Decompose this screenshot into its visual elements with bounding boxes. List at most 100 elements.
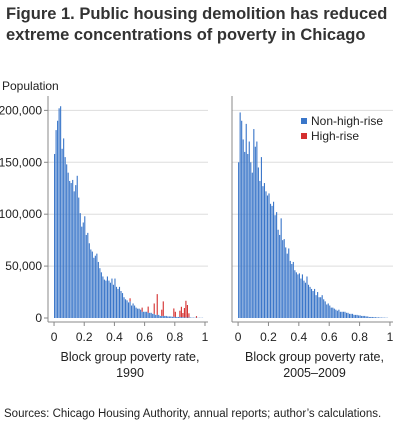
- bar-non-high-rise: [286, 253, 288, 318]
- bar-non-high-rise: [66, 164, 68, 318]
- bar-non-high-rise: [135, 307, 137, 318]
- bar-non-high-rise: [143, 311, 145, 318]
- bar-non-high-rise: [63, 138, 65, 318]
- figure-title: Figure 1. Public housing demolition has …: [6, 4, 416, 46]
- bar-non-high-rise: [149, 312, 151, 318]
- bar-non-high-rise: [106, 276, 108, 318]
- bar-non-high-rise: [362, 315, 364, 318]
- bar-high-rise: [185, 300, 187, 318]
- bar-non-high-rise: [314, 288, 316, 318]
- bar-non-high-rise: [144, 311, 146, 318]
- bar-non-high-rise: [265, 191, 267, 318]
- x-tick-label: 0.8: [166, 330, 183, 344]
- bar-high-rise: [156, 294, 158, 315]
- bar-non-high-rise: [364, 315, 366, 318]
- bar-non-high-rise: [239, 112, 241, 318]
- x-axis-title: Block group poverty rate,: [245, 350, 384, 364]
- bar-high-rise: [162, 301, 164, 316]
- bar-high-rise: [183, 308, 185, 318]
- bar-high-rise: [141, 307, 143, 312]
- x-tick-label: 0.2: [260, 330, 277, 344]
- bar-non-high-rise: [177, 316, 179, 318]
- bar-non-high-rise: [298, 273, 300, 318]
- bar-non-high-rise: [111, 278, 113, 318]
- bar-non-high-rise: [150, 312, 152, 318]
- bar-non-high-rise: [164, 315, 166, 318]
- bar-non-high-rise: [269, 203, 272, 318]
- legend-label: Non-high-rise: [311, 114, 383, 128]
- bar-non-high-rise: [348, 313, 351, 318]
- bar-non-high-rise: [97, 261, 99, 318]
- bar-non-high-rise: [112, 284, 115, 318]
- bar-non-high-rise: [274, 215, 276, 318]
- bar-non-high-rise: [123, 297, 125, 318]
- y-tick-label: 0: [35, 311, 42, 325]
- x-tick-label: 0: [51, 330, 58, 344]
- bar-non-high-rise: [78, 197, 80, 318]
- bar-non-high-rise: [58, 108, 60, 318]
- bar-non-high-rise: [91, 251, 93, 318]
- bar-non-high-rise: [317, 292, 319, 318]
- bar-non-high-rise: [374, 317, 376, 318]
- bar-non-high-rise: [276, 212, 278, 318]
- bar-non-high-rise: [108, 280, 110, 318]
- bar-high-rise: [173, 308, 175, 317]
- bar-non-high-rise: [263, 183, 266, 318]
- bar-non-high-rise: [371, 316, 373, 318]
- bar-non-high-rise: [320, 297, 322, 318]
- source-note: Sources: Chicago Housing Authority, annu…: [4, 408, 382, 420]
- bar-non-high-rise: [318, 297, 320, 318]
- bar-non-high-rise: [82, 222, 84, 318]
- legend-swatch: [301, 118, 307, 124]
- bar-non-high-rise: [90, 249, 92, 318]
- bar-high-rise: [161, 309, 163, 316]
- bar-non-high-rise: [280, 218, 282, 318]
- bar-non-high-rise: [379, 317, 381, 318]
- bar-non-high-rise: [156, 314, 158, 318]
- x-tick-label: 1: [387, 330, 394, 344]
- bar-non-high-rise: [288, 248, 290, 318]
- x-axis-title: 2005–2009: [283, 366, 346, 380]
- x-axis-title: 1990: [116, 366, 144, 380]
- bar-non-high-rise: [370, 316, 372, 318]
- bar-non-high-rise: [304, 282, 307, 318]
- bar-non-high-rise: [266, 195, 269, 318]
- bar-non-high-rise: [289, 260, 291, 318]
- bar-non-high-rise: [132, 303, 134, 318]
- legend-swatch: [301, 133, 307, 139]
- bar-high-rise: [129, 298, 131, 302]
- x-tick-label: 0.8: [351, 330, 368, 344]
- bar-non-high-rise: [146, 311, 148, 318]
- bar-non-high-rise: [168, 316, 170, 318]
- bar-high-rise: [147, 306, 149, 313]
- bar-non-high-rise: [161, 315, 163, 318]
- bar-non-high-rise: [260, 157, 262, 318]
- bar-non-high-rise: [140, 309, 142, 318]
- bar-high-rise: [179, 310, 181, 317]
- bar-non-high-rise: [67, 172, 69, 318]
- bar-non-high-rise: [238, 162, 240, 318]
- bar-non-high-rise: [70, 183, 72, 318]
- bar-non-high-rise: [171, 316, 173, 318]
- bar-non-high-rise: [69, 180, 71, 318]
- bar-non-high-rise: [73, 191, 75, 318]
- bar-non-high-rise: [75, 185, 77, 318]
- bar-non-high-rise: [359, 315, 361, 318]
- bar-high-rise: [186, 305, 188, 318]
- bar-non-high-rise: [117, 288, 119, 318]
- bar-non-high-rise: [262, 186, 264, 318]
- bar-non-high-rise: [285, 247, 287, 318]
- bar-non-high-rise: [315, 295, 317, 318]
- bar-non-high-rise: [94, 255, 96, 318]
- bar-non-high-rise: [182, 317, 184, 318]
- bar-non-high-rise: [332, 307, 334, 318]
- bar-non-high-rise: [339, 311, 341, 318]
- bar-non-high-rise: [277, 229, 279, 318]
- bar-non-high-rise: [300, 278, 302, 318]
- bar-non-high-rise: [355, 314, 357, 318]
- x-axis-title: Block group poverty rate,: [61, 350, 200, 364]
- bar-non-high-rise: [162, 315, 164, 318]
- bar-non-high-rise: [100, 272, 102, 318]
